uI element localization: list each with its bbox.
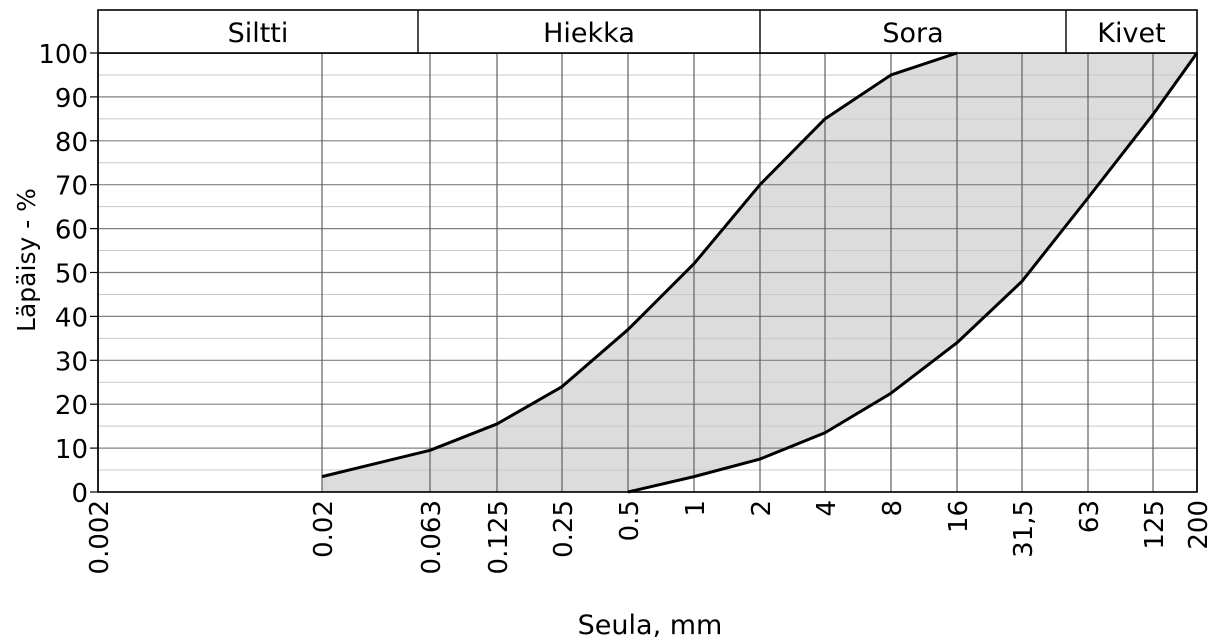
x-tick-label: 4 <box>812 500 842 517</box>
fraction-label: Hiekka <box>543 18 635 49</box>
y-tick-label: 80 <box>55 128 88 158</box>
upper-limit-line <box>321 51 958 479</box>
y-tick-label: 0 <box>71 479 88 509</box>
y-axis-ticks: 0 10 20 30 40 50 60 70 80 90 100 <box>38 40 88 509</box>
x-tick-label: 0.063 <box>417 500 447 574</box>
x-tick-label: 0.25 <box>549 500 579 558</box>
x-tick-label: 125 <box>1140 500 1170 550</box>
y-tick-label: 20 <box>55 391 88 421</box>
x-axis-ticks: 0.002 0.02 0.063 0.125 0.25 0.5 1 2 4 8 16 31,5 63 12… <box>85 500 1214 574</box>
y-tick-label: 100 <box>38 40 88 70</box>
fraction-label: Sora <box>882 18 943 49</box>
fraction-label: Siltti <box>228 18 289 49</box>
y-tick-label: 90 <box>55 84 88 114</box>
grid <box>90 52 1198 493</box>
x-tick-label: 63 <box>1075 500 1105 533</box>
x-tick-label: 31,5 <box>1009 500 1039 558</box>
x-tick-label: 2 <box>747 500 777 517</box>
y-tick-label: 70 <box>55 172 88 202</box>
x-tick-label: 1 <box>681 500 711 517</box>
lower-limit-line <box>627 52 1199 494</box>
x-tick-label: 16 <box>944 500 974 533</box>
y-tick-label: 10 <box>55 435 88 465</box>
x-axis-label: Seula, mm <box>578 610 723 641</box>
x-tick-label: 0.002 <box>85 500 115 574</box>
y-tick-label: 30 <box>55 347 88 377</box>
x-tick-label: 0.125 <box>484 500 514 574</box>
fraction-band: Siltti Hiekka Sora Kivet <box>97 9 1198 54</box>
y-tick-label: 40 <box>55 303 88 333</box>
y-axis-label: Läpäisy - % <box>12 188 41 332</box>
y-tick-label: 50 <box>55 260 88 290</box>
x-tick-label: 200 <box>1184 500 1214 550</box>
fraction-label: Kivet <box>1097 18 1165 49</box>
x-tick-label: 0.5 <box>615 500 645 541</box>
y-tick-label: 60 <box>55 216 88 246</box>
x-tick-label: 8 <box>878 500 908 517</box>
series-lines <box>321 51 1199 494</box>
fraction-band-border <box>97 9 1198 54</box>
x-tick-label: 0.02 <box>309 500 339 558</box>
